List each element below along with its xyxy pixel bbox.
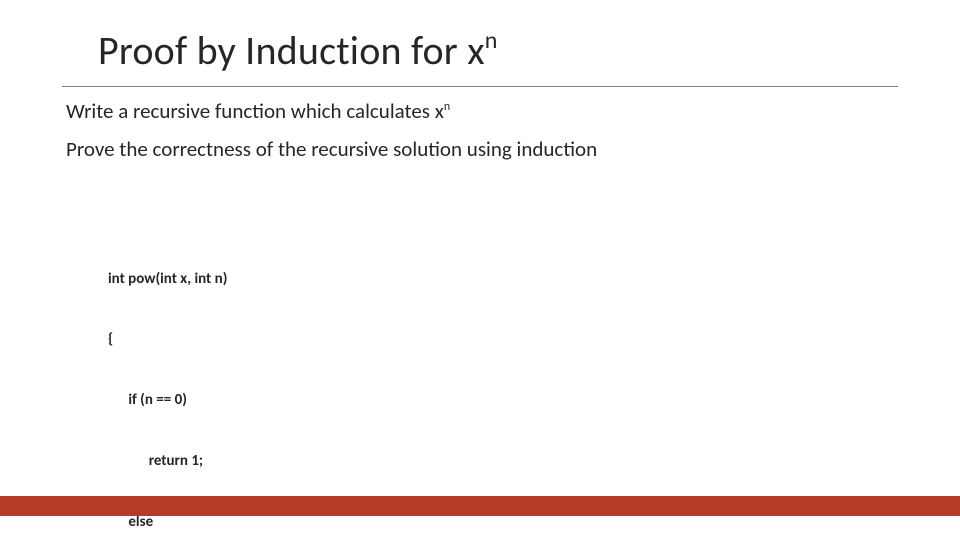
code-line: int pow(int x, int n) xyxy=(108,269,288,289)
code-line: return 1; xyxy=(108,451,288,471)
body-line1-super: n xyxy=(444,100,450,114)
title-text: Proof by Induction for x xyxy=(98,26,485,75)
code-line: { xyxy=(108,329,288,349)
title-superscript: n xyxy=(485,26,498,55)
body-text: Write a recursive function which calcula… xyxy=(66,98,880,162)
code-block: int pow(int x, int n) { if (n == 0) retu… xyxy=(108,228,288,540)
body-line1-text: Write a recursive function which calcula… xyxy=(66,98,444,124)
slide-title: Proof by Induction for xn xyxy=(98,26,498,75)
code-line: if (n == 0) xyxy=(108,390,288,410)
footer-accent-bar xyxy=(0,496,960,516)
body-line-1: Write a recursive function which calcula… xyxy=(66,98,880,124)
title-underline xyxy=(62,86,898,87)
body-line-2: Prove the correctness of the recursive s… xyxy=(66,136,880,162)
